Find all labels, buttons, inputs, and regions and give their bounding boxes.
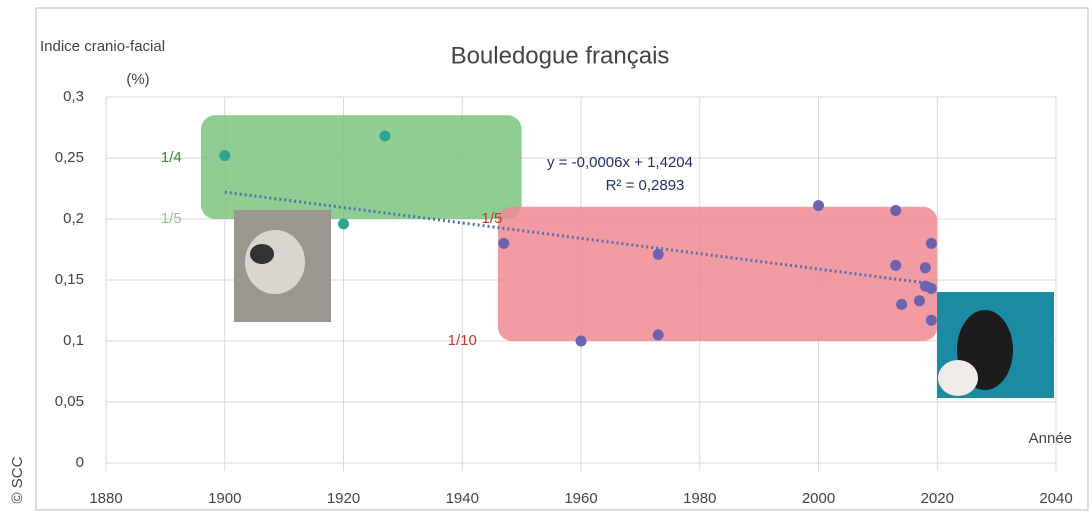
- point: [379, 130, 391, 142]
- y-axis-label: Indice cranio-facial: [40, 38, 165, 55]
- x-tick-label: 2020: [921, 490, 954, 507]
- x-tick-label: 1880: [89, 490, 122, 507]
- annotation: 1/10: [448, 332, 477, 349]
- foreground-layer: 0 0,05 0,1 0,15 0,2 0,25 0,3 1880 1900 1920 1940 19…: [55, 88, 1073, 507]
- y-tick-label: 0,3: [63, 88, 84, 105]
- y-tick-label: 0: [76, 454, 84, 471]
- y-tick-label: 0,1: [63, 332, 84, 349]
- trend-r2: R² = 0,2893: [606, 177, 685, 194]
- x-tick-label: 1980: [683, 490, 716, 507]
- trend-equation: y = -0,0006x + 1,4204: [547, 154, 693, 171]
- x-tick-label: 1960: [564, 490, 597, 507]
- point: [575, 335, 587, 347]
- point: [219, 150, 231, 162]
- region: [201, 115, 522, 219]
- photos: [234, 210, 1054, 398]
- credit: © SCC: [9, 456, 26, 503]
- point: [890, 259, 902, 271]
- point: [896, 298, 908, 310]
- point: [925, 283, 937, 295]
- point: [890, 204, 902, 216]
- x-tick-label: 1900: [208, 490, 241, 507]
- photo-dog-head: [245, 230, 305, 294]
- chart-title: Bouledogue français: [451, 42, 670, 69]
- y-axis-unit: (%): [126, 71, 149, 88]
- y-tick-label: 0,05: [55, 393, 84, 410]
- trendline: [224, 190, 932, 286]
- annotation: 1/5: [482, 210, 503, 227]
- point: [925, 314, 937, 326]
- y-tick-label: 0,2: [63, 210, 84, 227]
- x-tick-label: 2000: [802, 490, 835, 507]
- point: [913, 295, 925, 307]
- photo-dog-patch: [250, 244, 274, 264]
- point: [813, 200, 824, 212]
- x-tick-label: 2040: [1039, 490, 1072, 507]
- point: [498, 237, 510, 249]
- x-tick-label: 1920: [327, 490, 360, 507]
- y-tick-label: 0,15: [55, 271, 84, 288]
- point: [925, 237, 937, 249]
- point: [652, 329, 664, 341]
- region: [497, 206, 938, 341]
- y-tick-label: 0,25: [55, 149, 84, 166]
- point: [338, 218, 349, 230]
- x-axis-label: Année: [1029, 430, 1072, 447]
- photo-dog-white: [938, 360, 978, 396]
- annotation: 1/5: [161, 210, 182, 227]
- x-tick-label: 1940: [446, 490, 479, 507]
- annotation: 1/4: [161, 149, 182, 166]
- point: [652, 248, 664, 260]
- point: [919, 262, 931, 274]
